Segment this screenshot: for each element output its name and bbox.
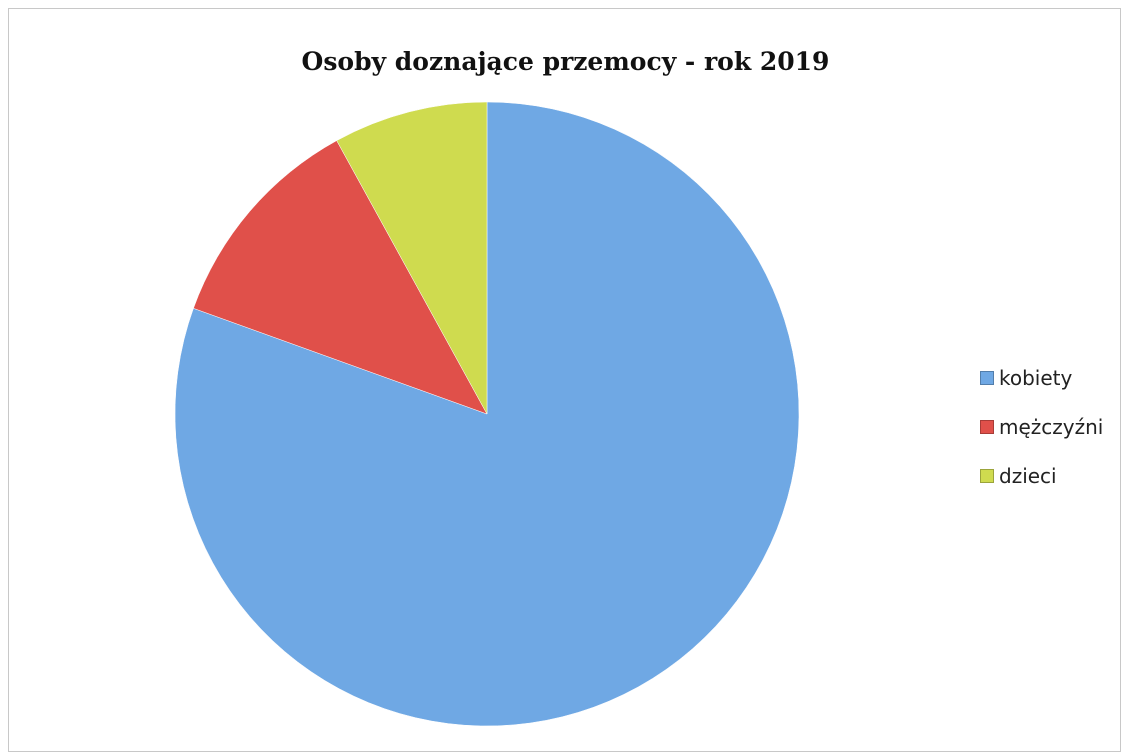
legend-label-dzieci: dzieci (999, 463, 1057, 488)
legend-label-kobiety: kobiety (999, 365, 1073, 390)
legend-label-mezczyzni: mężczyźni (999, 414, 1104, 439)
chart-frame: Osoby doznające przemocy - rok 2019 kobi… (8, 8, 1121, 752)
legend-item-dzieci: dzieci (980, 451, 1103, 500)
legend-swatch-kobiety (980, 370, 994, 385)
legend-swatch-mezczyzni (980, 419, 994, 434)
legend: kobiety mężczyźni dzieci (980, 353, 1103, 500)
legend-item-kobiety: kobiety (980, 353, 1103, 402)
legend-swatch-dzieci (980, 468, 994, 483)
chart-title: Osoby doznające przemocy - rok 2019 (301, 47, 830, 76)
pie-chart (174, 101, 800, 727)
pie-slice-dzieci (336, 101, 488, 415)
legend-item-mezczyzni: mężczyźni (980, 402, 1103, 451)
pie-slice-mezczyzni (193, 140, 488, 415)
pie-slices (174, 101, 800, 727)
